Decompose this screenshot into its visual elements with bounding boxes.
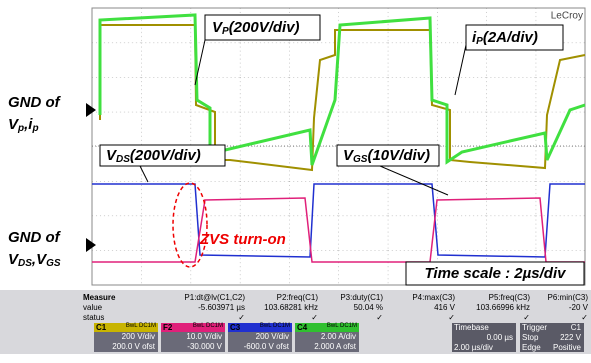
measure-cell: P4:max(C3) <box>412 293 455 302</box>
channel-scale: 10.0 V/div <box>161 332 225 342</box>
gnd-label: GND of <box>8 94 62 111</box>
subscript: p <box>17 123 24 134</box>
channel-tag: BwL DC1M <box>193 323 223 329</box>
channel-offset: -30.000 V <box>161 342 225 352</box>
zvs-label: ZVS turn-on <box>199 231 286 248</box>
channel-header: F2 BwL DC1M <box>161 323 225 332</box>
trigger-field: Stop <box>522 333 538 342</box>
measure-cell: -20 V <box>569 303 588 312</box>
trigger-row: Edge Positive <box>520 343 584 353</box>
channel-id: C3 <box>230 323 240 332</box>
measure-cell: 416 V <box>434 303 455 312</box>
annotation-tail: (200V/div) <box>229 19 300 36</box>
timebase-field: 50.0 kS <box>454 353 481 362</box>
measure-cell: P2:freq(C1) <box>277 293 318 302</box>
measure-cell: 50.04 % <box>354 303 383 312</box>
trigger-field: Trigger <box>522 323 547 332</box>
brand: LeCroy <box>551 11 583 22</box>
measure-cell: 103.68281 kHz <box>264 303 318 312</box>
timebase-row: 2.00 µs/div <box>452 343 516 353</box>
measure-cell: P1:dt@lv(C1,C2) <box>184 293 245 302</box>
measure-cell: ✓ <box>238 313 245 322</box>
channel-tag: BwL DC1M <box>260 323 290 329</box>
channel-id: F2 <box>163 323 172 332</box>
annotation-sub: DS <box>116 154 130 165</box>
trigger-field: 222 V <box>560 333 581 343</box>
measure-cell: Measure <box>83 293 115 302</box>
measure-cell: value <box>83 303 102 312</box>
subscript: p <box>31 123 38 134</box>
gnd-label: Vp,ip <box>8 116 39 134</box>
gnd-label: GND of <box>8 229 62 246</box>
timebase-field: 2.5 GS/s <box>482 353 513 363</box>
channel-tag: BwL DC1M <box>126 323 156 329</box>
channel-id: C4 <box>297 323 307 332</box>
channel-offset: 2.000 A ofst <box>295 342 359 352</box>
annotation: iP(2A/div) <box>472 29 538 47</box>
trigger-field: Edge <box>522 343 541 352</box>
channel-scale: 200 V/div <box>94 332 158 342</box>
measure-cell: ✓ <box>581 313 588 322</box>
gnd-label: VDS,VGS <box>8 251 61 269</box>
trigger-field: C1 <box>571 323 581 333</box>
annotation-tail: (10V/div) <box>367 147 430 164</box>
trigger-row: Stop 222 V <box>520 333 584 343</box>
channel-scale: 2.00 A/div <box>295 332 359 342</box>
measure-cell: P3:duty(C1) <box>340 293 383 302</box>
timebase-field: Timebase <box>454 323 489 332</box>
trigger-field: Positive <box>553 343 581 353</box>
bottom-panel: Measure P1:dt@lv(C1,C2) P2:freq(C1) P3:duty… <box>0 290 591 354</box>
annotation-sub: GS <box>353 154 368 165</box>
measure-cell: P6:min(C3) <box>548 293 588 302</box>
timebase-field: 0.00 µs <box>487 333 513 343</box>
channel-offset: 200.0 V ofst <box>94 342 158 352</box>
channel-header: C4 BwL DC1M <box>295 323 359 332</box>
subscript: DS <box>18 258 32 269</box>
timebase-field: 2.00 µs/div <box>454 343 493 352</box>
subscript: GS <box>46 258 61 269</box>
channel-header: C3 BwL DC1M <box>228 323 292 332</box>
measure-cell: ✓ <box>523 313 530 322</box>
measure-cell: status <box>83 313 104 322</box>
channel-offset: -600.0 V ofst <box>228 342 292 352</box>
measure-cell: P5:freq(C3) <box>489 293 530 302</box>
trigger-box: Trigger C1 Stop 222 V Edge Positive <box>520 323 584 352</box>
time-scale: Time scale : 2µs/div <box>425 265 568 282</box>
measure-cell: -5.603971 µs <box>198 303 245 312</box>
annotation-tail: (200V/div) <box>130 147 201 164</box>
trigger-row: Trigger C1 <box>520 323 584 333</box>
measure-cell: ✓ <box>448 313 455 322</box>
measure-cell: ✓ <box>311 313 318 322</box>
channel-scale: 200 V/div <box>228 332 292 342</box>
measure-cell: 103.66996 kHz <box>476 303 530 312</box>
channel-box: C3 BwL DC1M 200 V/div-600.0 V ofst <box>228 323 292 352</box>
channel-tag: BwL DC1M <box>327 323 357 329</box>
measure-cell: ✓ <box>376 313 383 322</box>
channel-header: C1 BwL DC1M <box>94 323 158 332</box>
annotation-tail: (2A/div) <box>483 29 538 46</box>
channel-id: C1 <box>96 323 106 332</box>
channel-box: F2 BwL DC1M 10.0 V/div-30.000 V <box>161 323 225 352</box>
